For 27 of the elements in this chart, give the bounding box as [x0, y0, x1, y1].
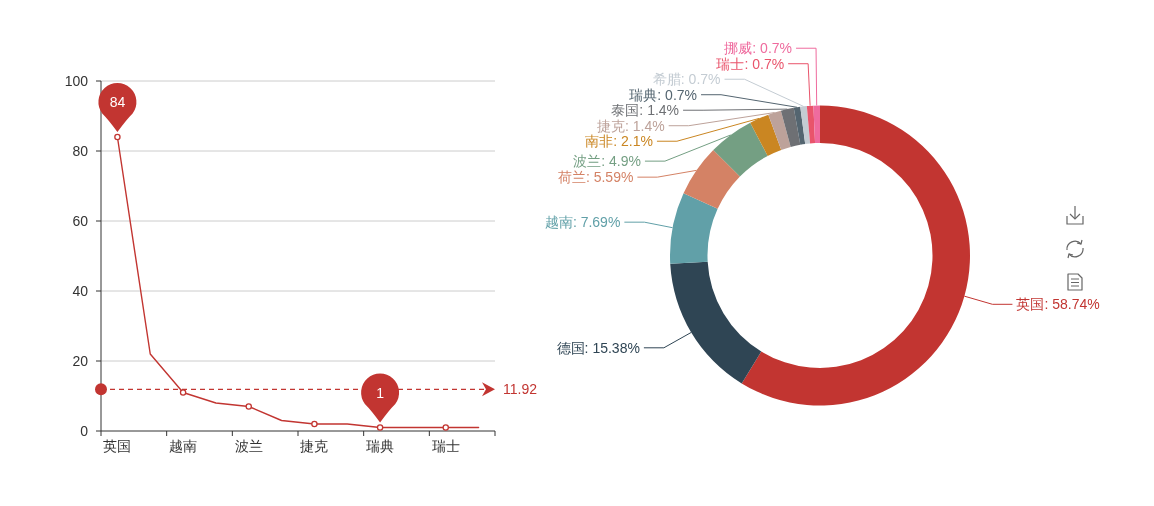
x-tick-label: 瑞典 [366, 438, 395, 454]
x-tick-label: 波兰 [234, 438, 263, 454]
y-tick-label: 60 [72, 213, 88, 229]
slice-label: 荷兰: 5.59% [557, 169, 634, 186]
y-tick-label: 20 [72, 353, 88, 369]
y-tick-label: 100 [64, 73, 88, 89]
y-tick-label: 40 [72, 283, 88, 299]
x-tick-label: 越南 [169, 438, 198, 454]
slice-label: 波兰: 4.9% [573, 153, 641, 170]
slice-label: 瑞典: 0.7% [629, 86, 698, 103]
slice-label: 泰国: 1.4% [611, 102, 680, 119]
mark-point-label: 84 [109, 94, 126, 110]
slice-label: 希腊: 0.7% [652, 71, 721, 88]
y-tick-label: 0 [80, 423, 88, 439]
slice-label: 瑞士: 0.7% [716, 55, 785, 72]
x-tick-label: 捷克 [300, 438, 329, 454]
ref-line-label: 11.92 [503, 381, 537, 398]
y-tick-label: 80 [72, 143, 88, 159]
x-tick-label: 英国 [103, 438, 132, 454]
slice-label: 德国: 15.38% [556, 339, 640, 356]
slice-label: 越南: 7.69% [544, 214, 621, 231]
mark-point-label: 1 [376, 384, 384, 401]
slice-label: 挪威: 0.7% [724, 40, 793, 57]
slice-label: 南非: 2.1% [585, 133, 653, 150]
slice-label: 捷克: 1.4% [596, 117, 665, 134]
x-tick-label: 瑞士 [431, 438, 460, 454]
slice-label: 英国: 58.74% [1016, 296, 1100, 313]
